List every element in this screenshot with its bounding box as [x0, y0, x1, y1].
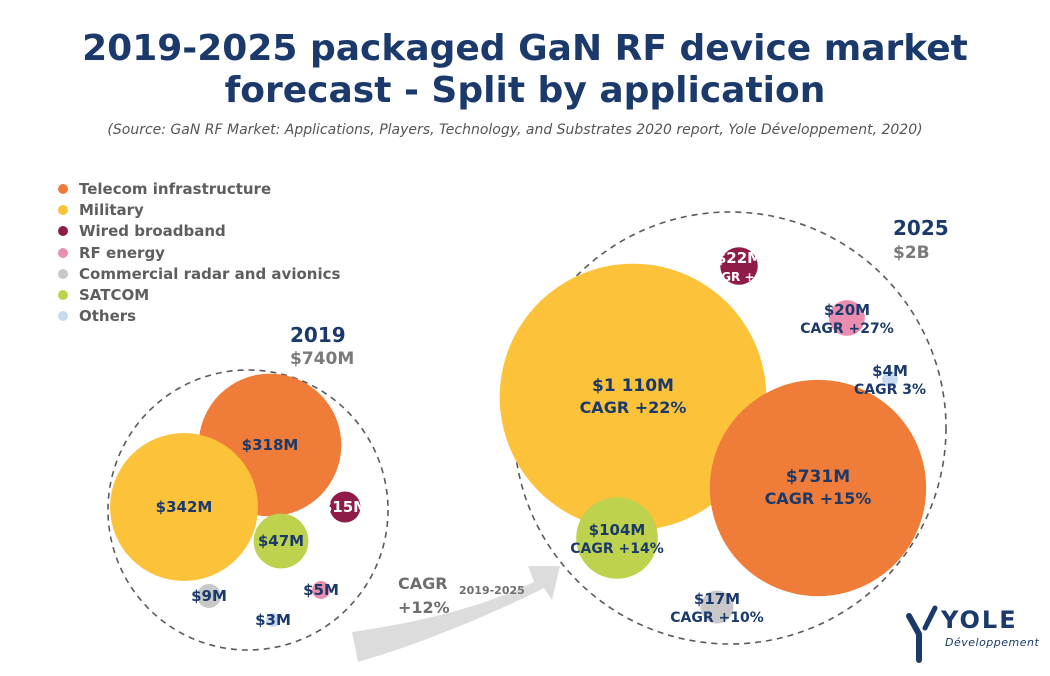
outline-2019	[107, 369, 389, 651]
legend-label-others: Others	[79, 307, 137, 326]
yole-logo-icon	[906, 605, 938, 663]
bubble-2019-radar	[197, 584, 221, 608]
value-label-2019-radar: $9M	[191, 587, 227, 605]
logo-name: YOLE	[941, 606, 1018, 634]
legend-dot-others	[58, 311, 68, 322]
legend-label-telecom: Telecom infrastructure	[79, 179, 272, 198]
value-label-2025-rf: $20M	[824, 301, 870, 319]
value-label-2019-others: $3M	[255, 611, 291, 629]
legend-item-radar: Commercial radar and avionics	[58, 263, 340, 284]
legend-dot-military	[58, 204, 68, 215]
chart-title: 2019-2025 packaged GaN RF device market …	[0, 28, 1050, 112]
legend-item-wired: Wired broadband	[58, 221, 340, 242]
legend-item-others: Others	[58, 306, 340, 327]
legend-item-military: Military	[58, 199, 340, 220]
cagr-label-2025-military: CAGR +22%	[580, 398, 687, 417]
legend-dot-wired	[58, 226, 68, 237]
total-label-2019: $740M	[290, 349, 354, 369]
yole-logo: YOLE Développement	[905, 602, 1040, 666]
value-label-2019-military: $342M	[156, 498, 213, 516]
legend-label-satcom: SATCOM	[79, 286, 150, 305]
growth-value: +12%	[398, 598, 450, 617]
cagr-label-2025-wired: CAGR +6%	[703, 270, 775, 284]
bubble-2019-rf	[312, 581, 330, 599]
legend-label-radar: Commercial radar and avionics	[79, 264, 341, 283]
year-label-2019: 2019	[290, 323, 346, 347]
bubble-2019-satcom	[253, 513, 309, 569]
legend-dot-rf	[58, 247, 68, 258]
bubble-2025-radar	[700, 590, 734, 624]
legend-item-telecom: Telecom infrastructure	[58, 178, 340, 199]
cagr-label-2025-telecom: CAGR +15%	[765, 489, 872, 508]
total-label-2025: $2B	[893, 243, 930, 263]
bubble-2025-military	[499, 263, 767, 531]
value-label-2025-military: $1 110M	[592, 376, 674, 396]
legend-label-military: Military	[79, 200, 144, 219]
legend-item-satcom: SATCOM	[58, 284, 340, 305]
bubble-2025-rf	[829, 300, 865, 336]
cagr-label-2025-satcom: CAGR +14%	[570, 541, 664, 557]
value-label-2019-satcom: $47M	[258, 532, 304, 550]
legend-dot-telecom	[58, 183, 68, 194]
bubble-2019-wired	[329, 491, 361, 523]
bubble-2025-wired	[720, 247, 758, 285]
value-label-2019-rf: $5M	[303, 581, 339, 599]
legend-dot-radar	[58, 268, 68, 279]
value-label-2025-telecom: $731M	[786, 467, 850, 487]
cagr-label-2025-radar: CAGR +10%	[670, 610, 764, 626]
bubble-2025-telecom	[709, 379, 927, 597]
bubble-2025-others	[882, 371, 898, 387]
bubble-2019-military	[110, 433, 258, 581]
outline-2025	[513, 211, 947, 645]
title-line-2: forecast - Split by application	[224, 70, 826, 111]
value-label-2025-others: $4M	[872, 362, 908, 380]
value-label-2025-satcom: $104M	[589, 521, 646, 539]
legend-label-wired: Wired broadband	[79, 222, 226, 241]
value-label-2019-telecom: $318M	[242, 436, 299, 454]
value-label-2025-radar: $17M	[694, 590, 740, 608]
logo-sub: Développement	[945, 636, 1040, 649]
year-label-2025: 2025	[893, 216, 949, 240]
growth-arrow	[352, 566, 560, 662]
bubble-2019-others	[266, 613, 280, 627]
value-label-2025-wired: $22M	[716, 249, 762, 267]
title-line-1: 2019-2025 packaged GaN RF device market	[82, 28, 968, 69]
cagr-label-2025-others: CAGR 3%	[854, 382, 926, 398]
legend-item-rf: RF energy	[58, 242, 340, 263]
growth-label: CAGR	[398, 574, 448, 593]
legend-label-rf: RF energy	[79, 243, 165, 262]
legend-dot-satcom	[58, 290, 68, 301]
source-note: (Source: GaN RF Market: Applications, Pl…	[107, 122, 923, 138]
growth-period: 2019-2025	[459, 584, 525, 597]
value-label-2019-wired: $15M	[322, 498, 368, 516]
legend: Telecom infrastructure Military Wired br…	[58, 178, 340, 327]
cagr-label-2025-rf: CAGR +27%	[800, 321, 894, 337]
bubble-2025-satcom	[576, 497, 658, 579]
